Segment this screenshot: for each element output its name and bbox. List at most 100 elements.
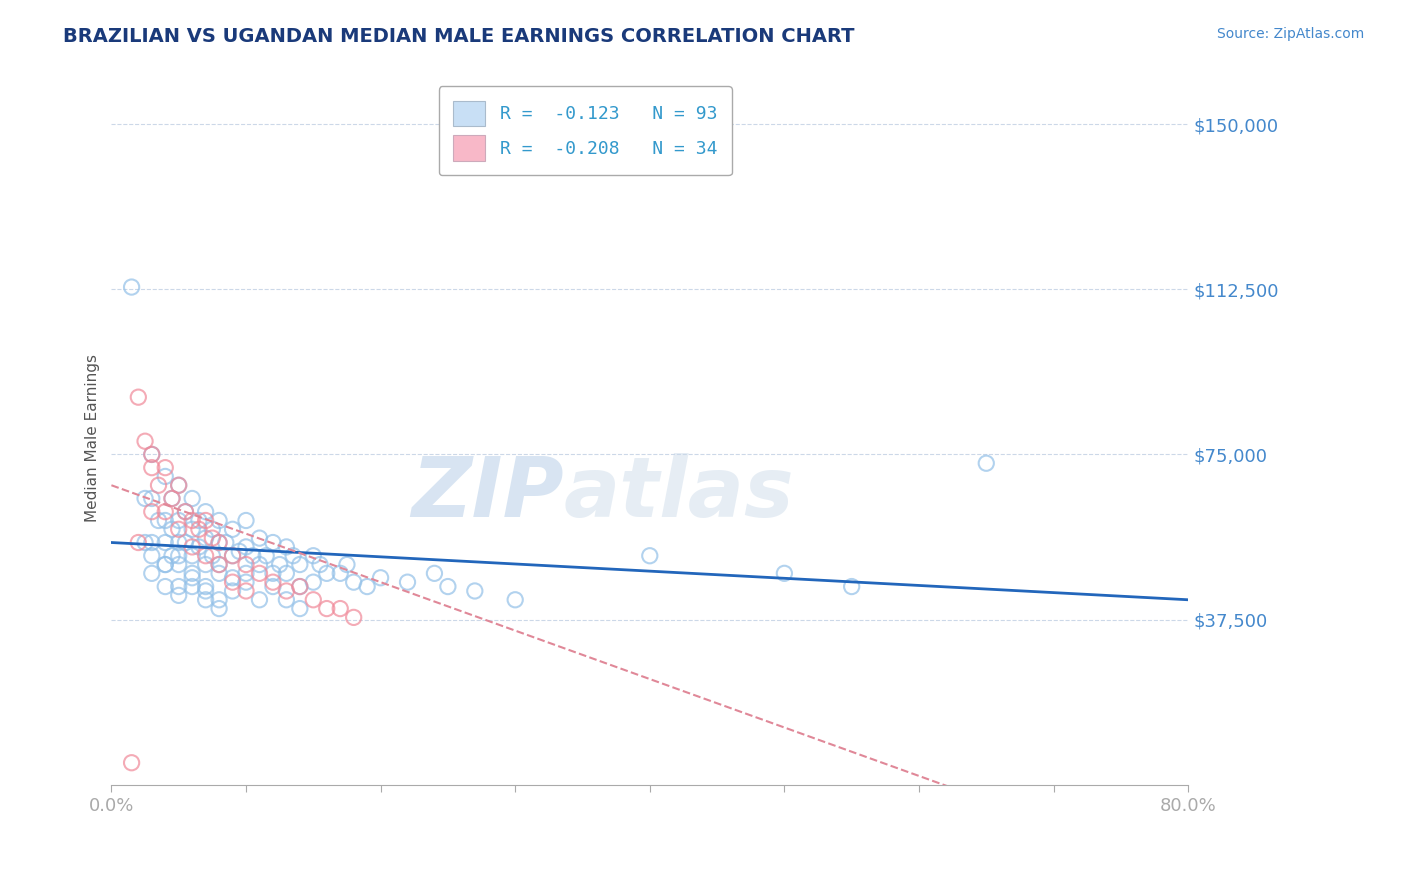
Point [302,575,325,590]
Text: BRAZILIAN VS UGANDAN MEDIAN MALE EARNINGS CORRELATION CHART: BRAZILIAN VS UGANDAN MEDIAN MALE EARNING… [63,27,855,45]
Point [155,558,177,572]
Point [235,558,257,572]
Point [155,535,177,549]
Point [141,447,163,461]
Point [329,601,352,615]
Point [167,558,190,572]
Point [201,531,224,545]
Point [276,584,298,599]
Point [121,756,143,770]
Point [276,592,298,607]
Point [155,469,177,483]
Text: ZIP: ZIP [411,453,564,534]
Point [181,522,204,536]
Point [249,558,271,572]
Point [167,580,190,594]
Point [235,540,257,554]
Point [167,478,190,492]
Point [208,592,231,607]
Point [269,558,291,572]
Point [221,584,243,599]
Point [167,514,190,528]
Point [773,566,796,581]
Point [423,566,446,581]
Point [343,575,366,590]
Point [309,558,332,572]
Point [127,535,149,549]
Point [262,575,284,590]
Point [208,558,231,572]
Point [396,575,419,590]
Point [148,514,170,528]
Point [208,601,231,615]
Point [242,549,264,563]
Point [194,531,217,545]
Point [208,566,231,581]
Point [167,588,190,602]
Point [356,580,378,594]
Point [249,531,271,545]
Point [208,535,231,549]
Point [302,549,325,563]
Point [194,558,217,572]
Point [167,535,190,549]
Point [201,522,224,536]
Point [315,566,337,581]
Legend: R =  -0.123   N = 93, R =  -0.208   N = 34: R = -0.123 N = 93, R = -0.208 N = 34 [439,87,733,175]
Point [235,566,257,581]
Point [181,580,204,594]
Point [228,544,250,558]
Point [141,535,163,549]
Point [134,434,156,449]
Point [276,566,298,581]
Point [201,549,224,563]
Point [208,514,231,528]
Point [174,505,197,519]
Point [336,558,359,572]
Point [288,558,311,572]
Point [638,549,661,563]
Point [262,566,284,581]
Point [288,601,311,615]
Point [235,584,257,599]
Text: Source: ZipAtlas.com: Source: ZipAtlas.com [1216,27,1364,41]
Point [181,514,204,528]
Point [276,540,298,554]
Point [141,505,163,519]
Point [329,566,352,581]
Point [187,522,209,536]
Point [288,580,311,594]
Point [148,478,170,492]
Point [343,610,366,624]
Point [262,535,284,549]
Point [288,580,311,594]
Point [249,592,271,607]
Point [194,514,217,528]
Point [155,514,177,528]
Point [167,549,190,563]
Point [221,522,243,536]
Point [160,491,183,506]
Point [167,522,190,536]
Point [155,558,177,572]
Point [262,580,284,594]
Point [181,491,204,506]
Point [167,478,190,492]
Point [464,584,486,599]
Point [141,491,163,506]
Point [254,549,277,563]
Point [127,390,149,404]
Point [174,535,197,549]
Point [281,549,304,563]
Point [215,535,238,549]
Point [194,505,217,519]
Point [194,549,217,563]
Point [370,571,392,585]
Point [160,549,183,563]
Point [174,505,197,519]
Point [221,549,243,563]
Point [141,566,163,581]
Point [235,575,257,590]
Point [187,514,209,528]
Point [221,571,243,585]
